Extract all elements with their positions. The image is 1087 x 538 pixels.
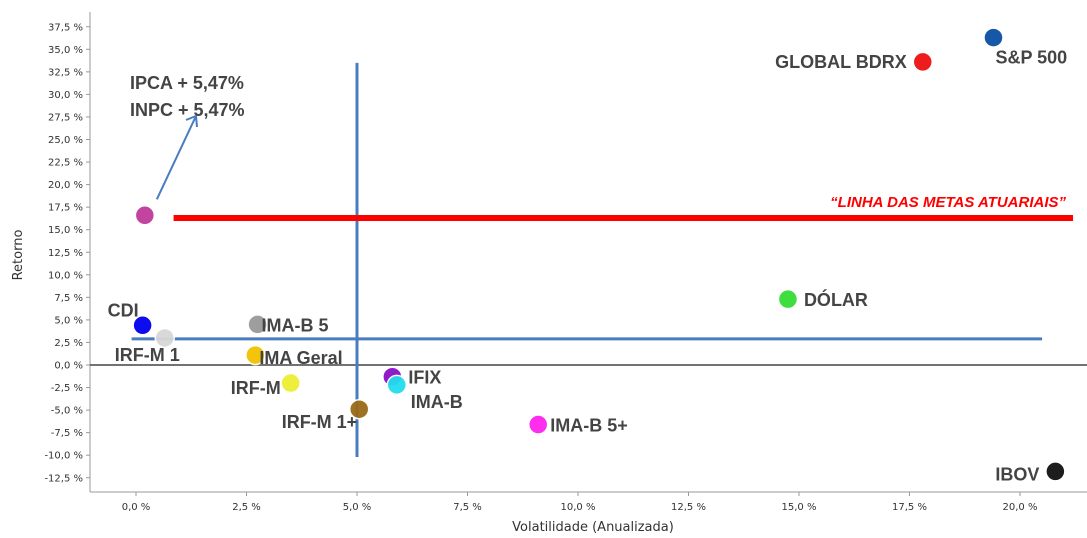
data-point-labels: S&P 500 GLOBAL BDRX DÓLAR CDI IRF-M 1 IMA-B 5… [108,48,1068,485]
y-tick-label: 35,0 % [48,45,83,56]
data-point [386,374,408,396]
y-tick-label: -2,5 % [51,383,83,394]
data-point [280,372,301,394]
data-point-label: IMA-B 5+ [550,416,628,436]
data-point [527,414,549,435]
data-point-label: IMA-B 5 [262,315,329,335]
y-tick-label: 12,5 % [48,248,83,259]
data-point-label: IMA-B [411,392,463,412]
x-tick-label: 20,0 % [1003,502,1038,513]
x-axis-title: Volatilidade (Anualizada) [512,520,674,535]
inpc-annotation: INPC + 5,47% [130,100,245,120]
data-point [154,327,175,349]
y-axis-title: Retorno [11,230,26,281]
data-point-label: IFIX [408,368,441,388]
annotation-arrowhead [185,114,198,128]
y-tick-label: 25,0 % [48,135,83,146]
x-tick-label: 7,5 % [453,502,482,513]
data-point [777,288,799,310]
data-point-label: S&P 500 [995,48,1067,68]
x-tick-label: 2,5 % [232,502,261,513]
y-tick-label: 15,0 % [48,225,83,236]
y-tick-label: 27,5 % [48,112,83,123]
x-axis-ticks: 0,0 % 2,5 % 5,0 % 7,5 % 10,0 % 12,5 % 15,0 % 17… [122,492,1038,513]
annotation-arrow [155,115,197,200]
y-tick-label: -7,5 % [51,428,83,439]
y-tick-label: 22,5 % [48,158,83,169]
x-tick-label: 17,5 % [892,502,927,513]
data-point-label: IRF-M [231,378,281,398]
y-tick-label: 7,5 % [54,293,83,304]
y-tick-label: 30,0 % [48,90,83,101]
x-tick-label: 0,0 % [122,502,151,513]
ipca-annotation: IPCA + 5,47% [130,73,244,93]
y-tick-label: 0,0 % [54,361,83,372]
y-tick-label: 5,0 % [54,315,83,326]
y-tick-label: 10,0 % [48,270,83,281]
data-point [983,27,1004,48]
y-tick-label: -12,5 % [44,473,83,484]
data-point [245,344,266,366]
y-tick-label: 37,5 % [48,22,83,33]
y-tick-label: -10,0 % [44,451,83,462]
data-point-label: CDI [108,300,139,320]
data-point-label: IRF-M 1+ [282,412,358,432]
data-point-label: DÓLAR [804,289,868,310]
data-point [134,205,156,226]
y-tick-label: 17,5 % [48,203,83,214]
y-axis-ticks: 37,5 % 35,0 % 32,5 % 30,0 % 27,5 % 25,0 % 22,5… [44,22,90,484]
meta-line-label: “LINHA DAS METAS ATUARIAIS” [830,194,1066,211]
data-point-label: IBOV [995,464,1039,484]
data-point [912,51,934,73]
data-point-label: IMA Geral [259,348,342,368]
annotations: IPCA + 5,47% INPC + 5,47% “LINHA DAS MET… [130,73,1066,211]
data-point [132,315,153,336]
x-tick-label: 10,0 % [561,502,596,513]
data-point [1045,461,1066,482]
x-tick-label: 5,0 % [343,502,372,513]
x-tick-label: 12,5 % [671,502,706,513]
data-points [132,27,1066,482]
y-tick-label: 20,0 % [48,180,83,191]
data-point-label: GLOBAL BDRX [775,52,907,72]
y-tick-label: -5,0 % [51,406,83,417]
data-point-label: IRF-M 1 [115,345,180,365]
y-tick-label: 2,5 % [54,338,83,349]
x-tick-label: 15,0 % [782,502,817,513]
data-point [348,398,370,420]
data-point [247,314,268,335]
y-tick-label: 32,5 % [48,67,83,78]
